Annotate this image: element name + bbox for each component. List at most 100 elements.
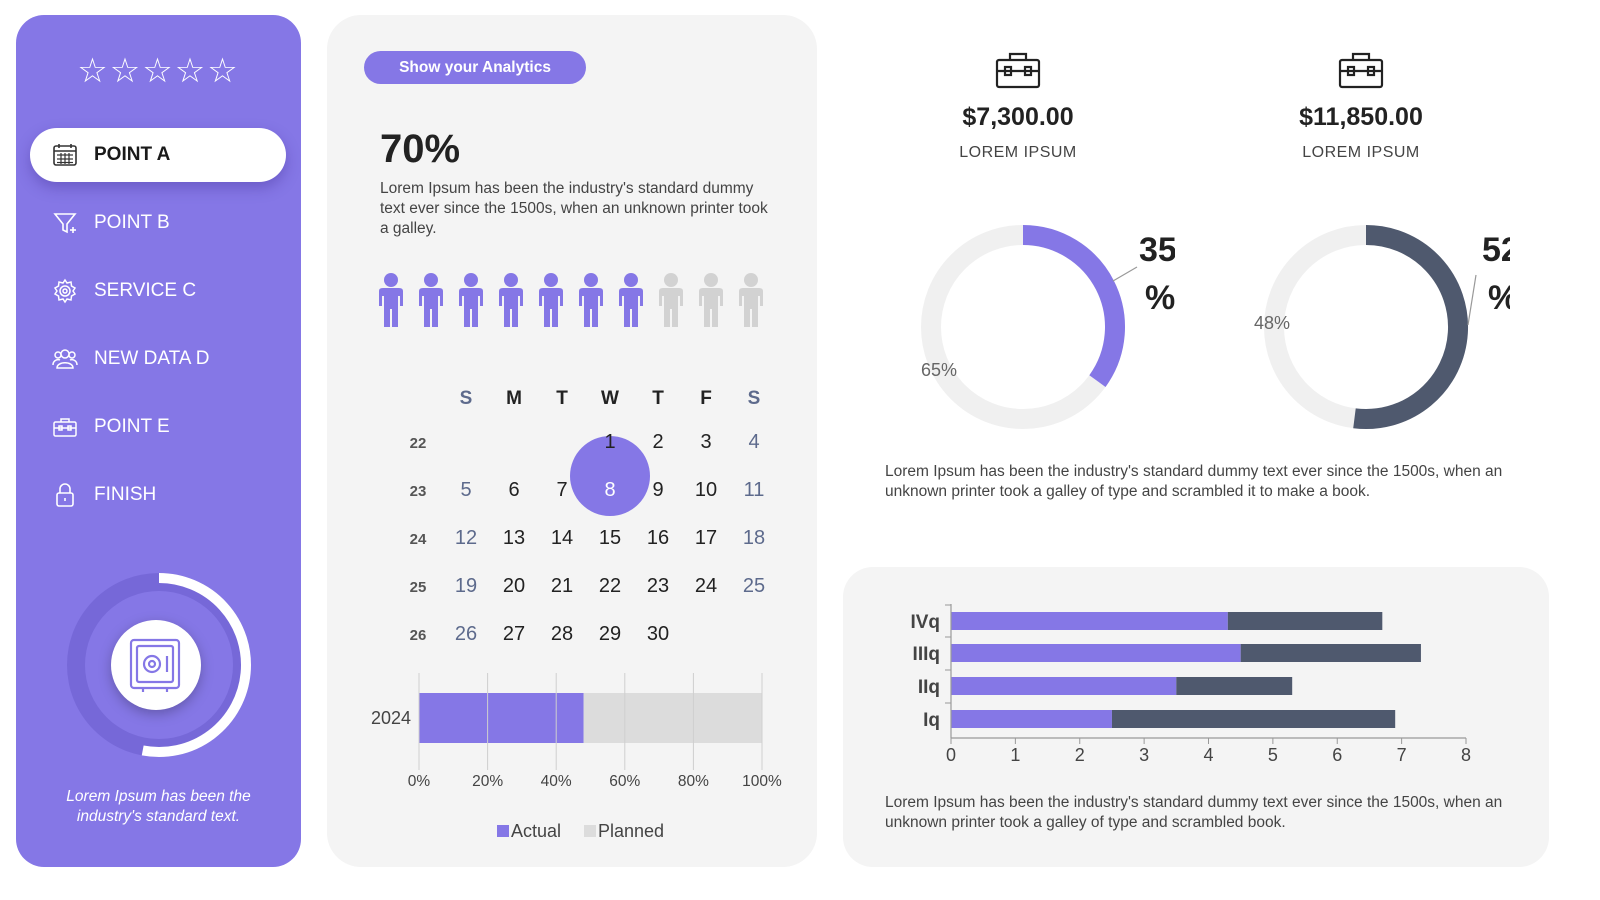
calendar-day[interactable]: 6 [508, 479, 520, 501]
bar-segment-actual [419, 693, 584, 743]
calendar-day[interactable]: 12 [454, 527, 478, 549]
sidebar-item-finish[interactable]: FINISH [30, 468, 286, 522]
category-label: IIq [918, 677, 940, 698]
category-label: IVq [910, 612, 940, 633]
bar-segment [951, 612, 1228, 630]
x-tick-label: 7 [1397, 745, 1407, 765]
calendar-day[interactable]: 15 [598, 527, 622, 549]
calendar-day[interactable]: 3 [700, 431, 712, 453]
person-icon [379, 273, 403, 327]
summary-description: Lorem Ipsum has been the industry's stan… [885, 463, 1503, 500]
show-analytics-button[interactable]: Show your Analytics [364, 51, 586, 84]
calendar-day[interactable]: 20 [502, 575, 526, 597]
users-icon [52, 346, 78, 372]
calendar-day[interactable]: 22 [598, 575, 622, 597]
sidebar: ☆☆☆☆☆ POINT A POINT B SERVICE C [16, 15, 301, 867]
week-number: 26 [409, 627, 427, 644]
weekday-header: S [747, 388, 761, 409]
calendar-day[interactable]: 16 [646, 527, 670, 549]
bar-segment [1111, 710, 1396, 728]
calendar-day[interactable]: 14 [550, 527, 574, 549]
calendar: S M T W T F S 22 1 2 3 4 23 5 6 7 8 9 10 11 24 12 13 14 15 16 17 18… [327, 360, 817, 645]
calendar-day[interactable]: 7 [556, 479, 568, 501]
bar-segment [1240, 644, 1421, 662]
actual-vs-planned-chart: 0% 20% 40% 60% 80% 100% 2024 Actual Planned [371, 673, 782, 841]
calendar-day[interactable]: 25 [742, 575, 766, 597]
calendar-day[interactable]: 18 [742, 527, 766, 549]
person-icon [459, 273, 483, 327]
calendar-day[interactable]: 17 [694, 527, 718, 549]
weekday-header: W [601, 388, 619, 409]
bar-segment [951, 644, 1241, 662]
sidebar-item-point-b[interactable]: POINT B [30, 196, 286, 250]
quarterly-description: Lorem Ipsum has been the industry's stan… [885, 794, 1503, 831]
calendar-day[interactable]: 13 [502, 527, 526, 549]
x-tick-label: 3 [1139, 745, 1149, 765]
bar-segment [951, 710, 1112, 728]
calendar-day[interactable]: 8 [604, 479, 616, 501]
weekday-header: S [459, 388, 473, 409]
settings-gear-icon [52, 278, 78, 304]
person-icon [539, 273, 563, 327]
donut-value-arc [1353, 225, 1469, 429]
rating-stars[interactable]: ☆☆☆☆☆ [77, 52, 240, 90]
donut-small-label: 65% [921, 360, 957, 380]
bar-segment-planned [583, 693, 762, 743]
stat-card-2: $11,850.00 LOREM IPSUM [1251, 50, 1471, 162]
bar-segment [1227, 612, 1383, 630]
sidebar-item-label: POINT A [94, 144, 171, 165]
sidebar-progress-ring [67, 573, 251, 757]
calendar-day[interactable]: 24 [694, 575, 718, 597]
x-tick-label: 60% [609, 773, 640, 790]
x-tick-label: 6 [1332, 745, 1342, 765]
legend-label: Planned [598, 821, 664, 841]
stat-card-1: $7,300.00 LOREM IPSUM [908, 50, 1128, 162]
sidebar-item-label: SERVICE C [94, 280, 197, 301]
calendar-day[interactable]: 19 [454, 575, 478, 597]
quarterly-bar-chart: IVq IIIq IIq Iq 0 1 2 3 4 5 6 7 8 [910, 604, 1471, 765]
x-tick-label: 5 [1268, 745, 1278, 765]
weekday-header: F [700, 388, 712, 409]
sidebar-item-point-a[interactable]: POINT A [30, 128, 286, 182]
analytics-panel: Show your Analytics 70% Lorem Ipsum has … [327, 15, 817, 867]
calendar-day[interactable]: 2 [652, 431, 664, 453]
person-icon [739, 273, 763, 327]
x-tick-label: 8 [1461, 745, 1471, 765]
week-number: 24 [409, 531, 427, 548]
calendar-day[interactable]: 9 [652, 479, 664, 501]
sidebar-item-new-data-d[interactable]: NEW DATA D [30, 332, 286, 386]
calendar-day[interactable]: 26 [454, 623, 478, 645]
calendar-day[interactable]: 4 [748, 431, 760, 453]
stat-amount: $11,850.00 [1299, 103, 1423, 131]
calendar-day[interactable]: 30 [646, 623, 670, 645]
analytics-description: Lorem Ipsum has been the industry's stan… [380, 180, 768, 237]
calendar-day[interactable]: 29 [598, 623, 622, 645]
sidebar-item-point-e[interactable]: POINT E [30, 400, 286, 454]
calendar-day[interactable]: 27 [502, 623, 526, 645]
calendar-day[interactable]: 1 [604, 431, 616, 453]
calendar-day[interactable]: 11 [743, 479, 765, 501]
x-tick-label: 4 [1203, 745, 1213, 765]
bar-segment [1176, 677, 1293, 695]
category-label: Iq [923, 710, 940, 731]
x-tick-label: 20% [472, 773, 503, 790]
calendar-day[interactable]: 23 [646, 575, 670, 597]
donut-big-unit: % [1145, 279, 1175, 317]
funnel-icon [52, 210, 78, 236]
bar-segment [951, 677, 1177, 695]
calendar-day[interactable]: 28 [550, 623, 574, 645]
people-infographic [379, 273, 763, 327]
sidebar-item-service-c[interactable]: SERVICE C [30, 264, 286, 318]
person-icon [619, 273, 643, 327]
stat-amount: $7,300.00 [962, 103, 1074, 131]
person-icon [499, 273, 523, 327]
stat-label: LOREM IPSUM [959, 144, 1077, 161]
calendar-day[interactable]: 21 [550, 575, 574, 597]
donut-big-label: 35 [1139, 231, 1175, 269]
donut-small-label: 48% [1254, 313, 1290, 333]
sidebar-caption: Lorem Ipsum has been the industry's stan… [66, 788, 251, 825]
calendar-day[interactable]: 10 [694, 479, 718, 501]
legend-label: Actual [511, 821, 561, 841]
calendar-day[interactable]: 5 [460, 479, 472, 501]
toolbox-icon [1338, 52, 1384, 89]
